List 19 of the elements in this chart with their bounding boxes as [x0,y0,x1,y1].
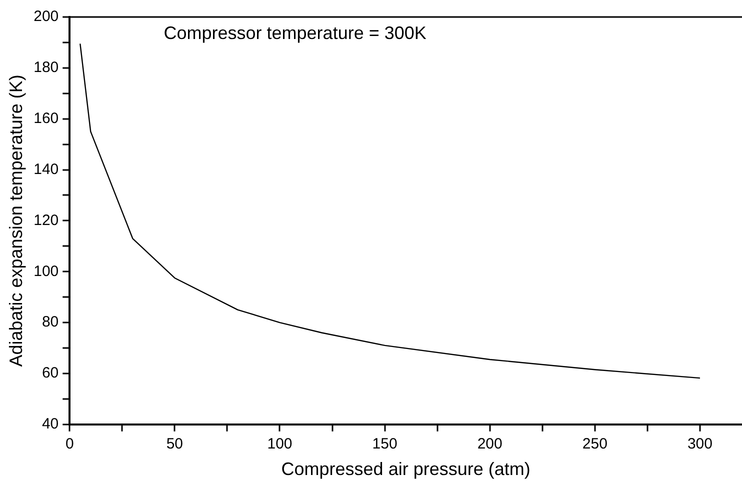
x-tick-label: 200 [477,436,502,453]
x-tick-label: 150 [372,436,398,453]
x-tick-label: 0 [65,436,74,453]
x-tick-label: 100 [267,436,292,453]
y-tick-label: 100 [34,262,59,280]
x-tick-label: 250 [582,436,608,453]
x-tick-label: 300 [687,436,712,453]
y-tick-label: 40 [42,416,59,433]
y-tick-label: 60 [42,364,59,382]
y-tick-label: 180 [34,59,59,76]
x-axis-title: Compressed air pressure (atm) [281,459,530,480]
annotation: Compressor temperature = 300K [164,22,426,43]
x-tick-label: 50 [166,436,184,453]
y-tick-label: 120 [34,212,59,229]
y-tick-label: 200 [34,8,59,26]
y-axis-title: Adiabatic expansion temperature (K) [6,74,26,367]
y-tick-label: 140 [34,160,59,178]
y-tick-label: 160 [34,110,59,127]
y-tick-label: 80 [42,314,59,331]
